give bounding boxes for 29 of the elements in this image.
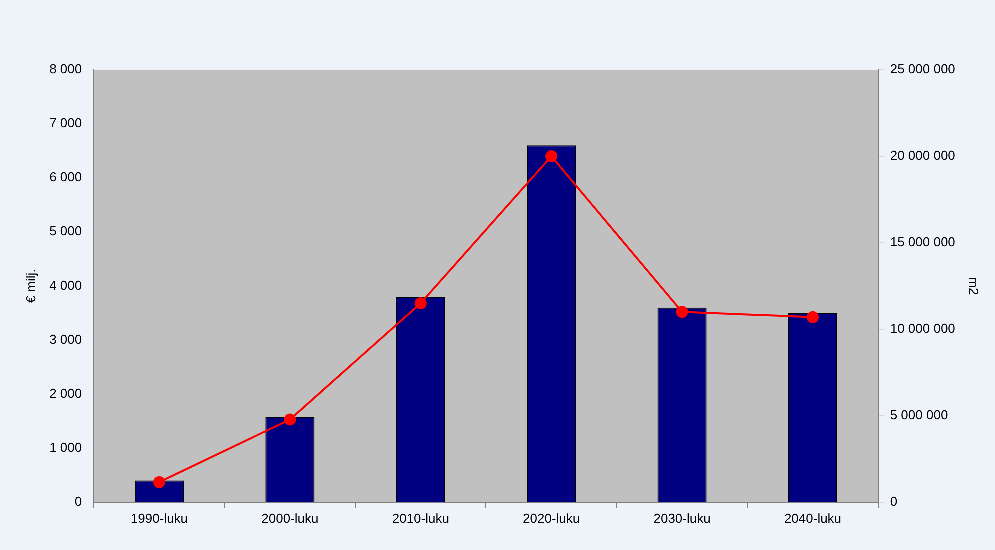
- x-tick-label: 2030-luku: [654, 510, 711, 526]
- point: [153, 476, 166, 488]
- y2-tick-label: 25 000 000: [890, 62, 956, 77]
- point: [806, 311, 819, 324]
- y-tick-label: 3 000: [50, 332, 82, 347]
- y-tick-label: 4 000: [50, 278, 82, 293]
- x-tick-label: 2000-luku: [262, 510, 319, 526]
- y2-tick-label: 0: [890, 494, 898, 509]
- y-tick-label: 1 000: [50, 440, 82, 455]
- x-tick-label: 2020-luku: [523, 510, 580, 526]
- y-tick-label: 7 000: [50, 116, 82, 131]
- point: [676, 306, 688, 318]
- y2-tick-label: 5 000 000: [890, 408, 948, 422]
- point: [284, 414, 296, 426]
- y2-tick-label: 20 000 000: [890, 148, 956, 164]
- y2-axis-title: m2: [966, 277, 982, 296]
- point: [546, 150, 558, 162]
- x-tick-label: 2040-luku: [784, 510, 842, 526]
- y-tick-label: 6 000: [50, 170, 82, 185]
- y2-tick-label: 10 000 000: [890, 321, 956, 336]
- y-tick-label: 5 000: [50, 224, 82, 239]
- x-tick-label: 2010-luku: [392, 510, 450, 526]
- y-axis-title: € milj.: [23, 269, 38, 304]
- y2-tick-label: 15 000 000: [890, 234, 956, 250]
- y-tick-label: 8 000: [50, 62, 82, 77]
- point: [414, 297, 427, 310]
- y-tick-label: 0: [74, 494, 82, 509]
- y-tick-label: 2 000: [50, 386, 82, 401]
- x-tick-label: 1990-luku: [130, 510, 188, 526]
